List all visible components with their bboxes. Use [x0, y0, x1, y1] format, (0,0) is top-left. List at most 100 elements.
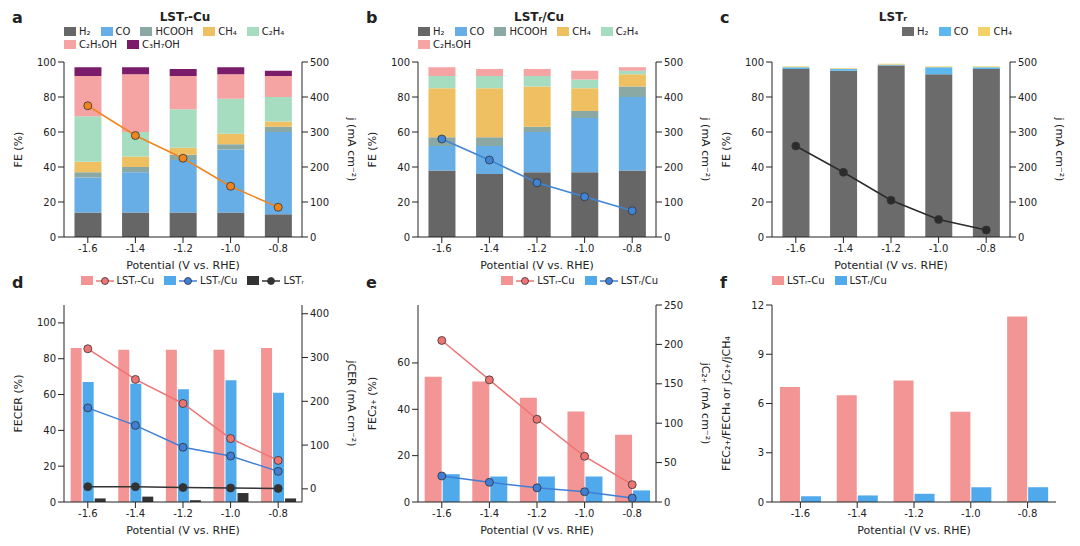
- svg-text:200: 200: [664, 339, 683, 350]
- svg-text:150: 150: [664, 378, 683, 389]
- svg-text:jCER (mA cm⁻²): jCER (mA cm⁻²): [345, 359, 358, 446]
- svg-text:500: 500: [1018, 57, 1037, 68]
- svg-text:FEC₂₊/FECH₄ or jC₂₊/jCH₄: FEC₂₊/FECH₄ or jC₂₊/jCH₄: [720, 335, 733, 470]
- svg-text:20: 20: [43, 461, 56, 472]
- svg-text:-1.4: -1.4: [847, 508, 867, 519]
- svg-text:Potential (V vs. RHE): Potential (V vs. RHE): [126, 524, 239, 537]
- svg-text:200: 200: [310, 396, 329, 407]
- svg-text:20: 20: [397, 197, 410, 208]
- svg-text:40: 40: [751, 162, 764, 173]
- svg-text:300: 300: [1018, 127, 1037, 138]
- svg-text:-1.0: -1.0: [221, 508, 241, 519]
- svg-text:80: 80: [43, 353, 56, 364]
- svg-text:Potential (V vs. RHE): Potential (V vs. RHE): [480, 524, 593, 537]
- svg-text:FEC₂₊ (%): FEC₂₊ (%): [366, 377, 379, 431]
- svg-text:-0.8: -0.8: [622, 243, 642, 254]
- svg-text:12: 12: [751, 300, 764, 311]
- svg-text:0: 0: [310, 483, 316, 494]
- svg-text:-0.8: -0.8: [976, 243, 996, 254]
- svg-text:60: 60: [43, 127, 56, 138]
- svg-text:100: 100: [664, 418, 683, 429]
- svg-text:j (mA cm⁻²): j (mA cm⁻²): [1053, 117, 1066, 182]
- svg-text:20: 20: [751, 197, 764, 208]
- svg-text:60: 60: [43, 389, 56, 400]
- svg-text:-1.0: -1.0: [221, 243, 241, 254]
- svg-text:100: 100: [1018, 197, 1037, 208]
- svg-text:50: 50: [664, 457, 677, 468]
- svg-text:3: 3: [758, 447, 764, 458]
- svg-text:6: 6: [758, 398, 764, 409]
- svg-text:-1.4: -1.4: [834, 243, 854, 254]
- svg-text:300: 300: [664, 127, 683, 138]
- svg-text:200: 200: [664, 162, 683, 173]
- svg-text:80: 80: [43, 92, 56, 103]
- svg-text:250: 250: [664, 300, 683, 311]
- svg-text:-1.4: -1.4: [126, 243, 146, 254]
- svg-text:0: 0: [664, 232, 670, 243]
- svg-text:40: 40: [397, 404, 410, 415]
- svg-text:100: 100: [310, 440, 329, 451]
- svg-text:400: 400: [1018, 92, 1037, 103]
- svg-text:0: 0: [50, 232, 56, 243]
- svg-text:100: 100: [391, 57, 410, 68]
- svg-text:0: 0: [758, 232, 764, 243]
- svg-text:-1.2: -1.2: [881, 243, 901, 254]
- svg-text:0: 0: [310, 232, 316, 243]
- svg-text:300: 300: [310, 352, 329, 363]
- svg-text:-1.2: -1.2: [527, 508, 547, 519]
- svg-text:-1.6: -1.6: [78, 508, 98, 519]
- svg-text:400: 400: [310, 92, 329, 103]
- svg-text:-1.0: -1.0: [575, 508, 595, 519]
- svg-text:-1.6: -1.6: [791, 508, 811, 519]
- svg-text:Potential (V vs. RHE): Potential (V vs. RHE): [857, 524, 970, 537]
- svg-text:-1.2: -1.2: [904, 508, 924, 519]
- svg-text:-1.6: -1.6: [786, 243, 806, 254]
- svg-text:-1.0: -1.0: [575, 243, 595, 254]
- svg-text:40: 40: [43, 162, 56, 173]
- svg-text:60: 60: [397, 127, 410, 138]
- svg-text:400: 400: [310, 308, 329, 319]
- svg-text:-0.8: -0.8: [268, 508, 288, 519]
- svg-text:jC₂₊ (mA cm⁻²): jC₂₊ (mA cm⁻²): [699, 362, 712, 445]
- svg-text:100: 100: [745, 57, 764, 68]
- svg-text:300: 300: [310, 127, 329, 138]
- svg-text:0: 0: [1018, 232, 1024, 243]
- svg-text:-1.4: -1.4: [480, 508, 500, 519]
- svg-text:0: 0: [404, 497, 410, 508]
- svg-text:500: 500: [310, 57, 329, 68]
- svg-text:60: 60: [397, 357, 410, 368]
- svg-text:j (mA cm⁻²): j (mA cm⁻²): [345, 117, 358, 182]
- svg-text:40: 40: [397, 162, 410, 173]
- svg-text:-1.0: -1.0: [929, 243, 949, 254]
- svg-text:FE (%): FE (%): [12, 132, 25, 168]
- svg-text:20: 20: [43, 197, 56, 208]
- svg-text:40: 40: [43, 425, 56, 436]
- svg-text:400: 400: [664, 92, 683, 103]
- svg-text:0: 0: [50, 497, 56, 508]
- svg-text:100: 100: [37, 317, 56, 328]
- svg-text:-1.4: -1.4: [480, 243, 500, 254]
- svg-text:80: 80: [397, 92, 410, 103]
- svg-text:j (mA cm⁻²): j (mA cm⁻²): [699, 117, 712, 182]
- svg-text:100: 100: [664, 197, 683, 208]
- svg-text:500: 500: [664, 57, 683, 68]
- svg-text:-1.2: -1.2: [173, 243, 193, 254]
- svg-text:60: 60: [751, 127, 764, 138]
- svg-text:-1.2: -1.2: [527, 243, 547, 254]
- svg-text:Potential (V vs. RHE): Potential (V vs. RHE): [126, 259, 239, 272]
- svg-text:-0.8: -0.8: [1018, 508, 1038, 519]
- svg-text:20: 20: [397, 450, 410, 461]
- svg-text:Potential (V vs. RHE): Potential (V vs. RHE): [480, 259, 593, 272]
- svg-text:-0.8: -0.8: [268, 243, 288, 254]
- svg-text:200: 200: [1018, 162, 1037, 173]
- svg-text:0: 0: [404, 232, 410, 243]
- svg-text:-1.6: -1.6: [432, 243, 452, 254]
- svg-text:9: 9: [758, 349, 764, 360]
- svg-text:0: 0: [758, 497, 764, 508]
- svg-text:FE (%): FE (%): [720, 132, 733, 168]
- svg-text:FE (%): FE (%): [366, 132, 379, 168]
- svg-text:FECER (%): FECER (%): [12, 374, 25, 432]
- svg-text:-1.4: -1.4: [126, 508, 146, 519]
- svg-text:-1.6: -1.6: [78, 243, 98, 254]
- svg-text:80: 80: [751, 92, 764, 103]
